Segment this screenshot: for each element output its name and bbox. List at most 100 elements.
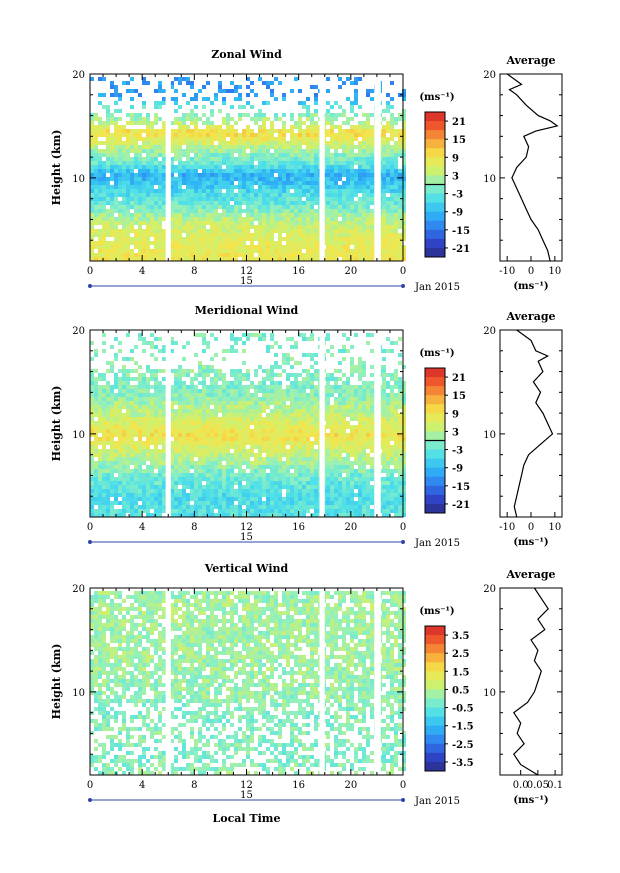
heatmap-cell — [234, 481, 238, 485]
heatmap-cell — [338, 477, 342, 481]
heatmap-cell — [382, 189, 386, 193]
heatmap-cell — [242, 153, 246, 157]
heatmap-cell — [286, 433, 290, 437]
heatmap-cell — [234, 417, 238, 421]
heatmap-cell — [202, 149, 206, 153]
heatmap-cell — [186, 129, 190, 133]
heatmap-cell — [90, 177, 94, 181]
heatmap-cell — [202, 217, 206, 221]
heatmap-cell — [202, 445, 206, 449]
heatmap-cell — [370, 221, 374, 225]
heatmap-cell — [186, 501, 190, 505]
heatmap-cell — [330, 137, 334, 141]
heatmap-cell — [206, 121, 210, 125]
heatmap-cell — [338, 513, 342, 517]
heatmap-cell — [354, 417, 358, 421]
heatmap-cell — [158, 205, 162, 209]
heatmap-cell — [390, 81, 394, 85]
heatmap-cell — [242, 497, 246, 501]
heatmap-cell — [214, 197, 218, 201]
heatmap-cell — [250, 217, 254, 221]
heatmap-cell — [234, 465, 238, 469]
heatmap-cell — [298, 477, 302, 481]
heatmap-cell — [178, 129, 182, 133]
heatmap-cell — [126, 233, 130, 237]
heatmap-cell — [202, 113, 206, 117]
heatmap-cell — [114, 453, 118, 457]
heatmap-cell — [262, 417, 266, 421]
heatmap-cell — [230, 217, 234, 221]
heatmap-cell — [146, 417, 150, 421]
heatmap-cell — [306, 493, 310, 497]
heatmap-cell — [110, 513, 114, 517]
heatmap-cell — [250, 149, 254, 153]
heatmap-cell — [346, 445, 350, 449]
heatmap-cell — [158, 473, 162, 477]
heatmap-cell — [194, 113, 198, 117]
heatmap-cell — [146, 241, 150, 245]
heatmap-cell — [174, 181, 178, 185]
heatmap-cell — [110, 421, 114, 425]
heatmap-cell — [158, 257, 162, 261]
heatmap-cell — [198, 509, 202, 513]
heatmap-cell — [194, 133, 198, 137]
heatmap-cell — [286, 237, 290, 241]
heatmap-cell — [102, 149, 106, 153]
heatmap-cell — [150, 505, 154, 509]
heatmap-cell — [250, 413, 254, 417]
heatmap-cell — [134, 149, 138, 153]
heatmap-cell — [258, 421, 262, 425]
heatmap-cell — [94, 473, 98, 477]
heatmap-cell — [94, 229, 98, 233]
heatmap-cell — [106, 457, 110, 461]
heatmap-cell — [234, 205, 238, 209]
heatmap-cell — [294, 465, 298, 469]
heatmap-cell — [402, 141, 406, 145]
heatmap-cell — [262, 149, 266, 153]
heatmap-cell — [314, 173, 318, 177]
heatmap-cell — [394, 217, 398, 221]
heatmap-cell — [250, 477, 254, 481]
heatmap-cell — [250, 189, 254, 193]
heatmap-cell — [138, 245, 142, 249]
heatmap-cell — [178, 213, 182, 217]
heatmap-cell — [150, 165, 154, 169]
heatmap-cell — [198, 469, 202, 473]
heatmap-cell — [214, 425, 218, 429]
heatmap-cell — [262, 221, 266, 225]
heatmap-cell — [262, 157, 266, 161]
heatmap-cell — [330, 229, 334, 233]
heatmap-cell — [362, 189, 366, 193]
heatmap-cell — [266, 177, 270, 181]
heatmap-cell — [282, 137, 286, 141]
heatmap-cell — [162, 425, 166, 429]
heatmap-cell — [242, 189, 246, 193]
heatmap-cell — [290, 497, 294, 501]
heatmap-cell — [142, 257, 146, 261]
heatmap-cell — [258, 449, 262, 453]
heatmap-cell — [314, 249, 318, 253]
heatmap-cell — [206, 493, 210, 497]
heatmap-cell — [238, 241, 242, 245]
heatmap-cell — [134, 145, 138, 149]
heatmap-cell — [202, 185, 206, 189]
heatmap-cell — [150, 205, 154, 209]
heatmap-cell — [238, 441, 242, 445]
heatmap-cell — [146, 237, 150, 241]
heatmap-cell — [358, 197, 362, 201]
heatmap-cell — [270, 201, 274, 205]
heatmap-cell — [246, 513, 250, 517]
heatmap-cell — [390, 489, 394, 493]
heatmap-cell — [226, 485, 230, 489]
heatmap-cell — [162, 453, 166, 457]
heatmap-cell — [226, 89, 230, 93]
heatmap-cell — [102, 429, 106, 433]
heatmap-cell — [242, 129, 246, 133]
heatmap-cell — [178, 417, 182, 421]
heatmap-cell — [230, 425, 234, 429]
heatmap-cell — [94, 125, 98, 129]
heatmap-cell — [178, 81, 182, 85]
heatmap-cell — [330, 193, 334, 197]
heatmap-cell — [210, 153, 214, 157]
heatmap-cell — [306, 165, 310, 169]
